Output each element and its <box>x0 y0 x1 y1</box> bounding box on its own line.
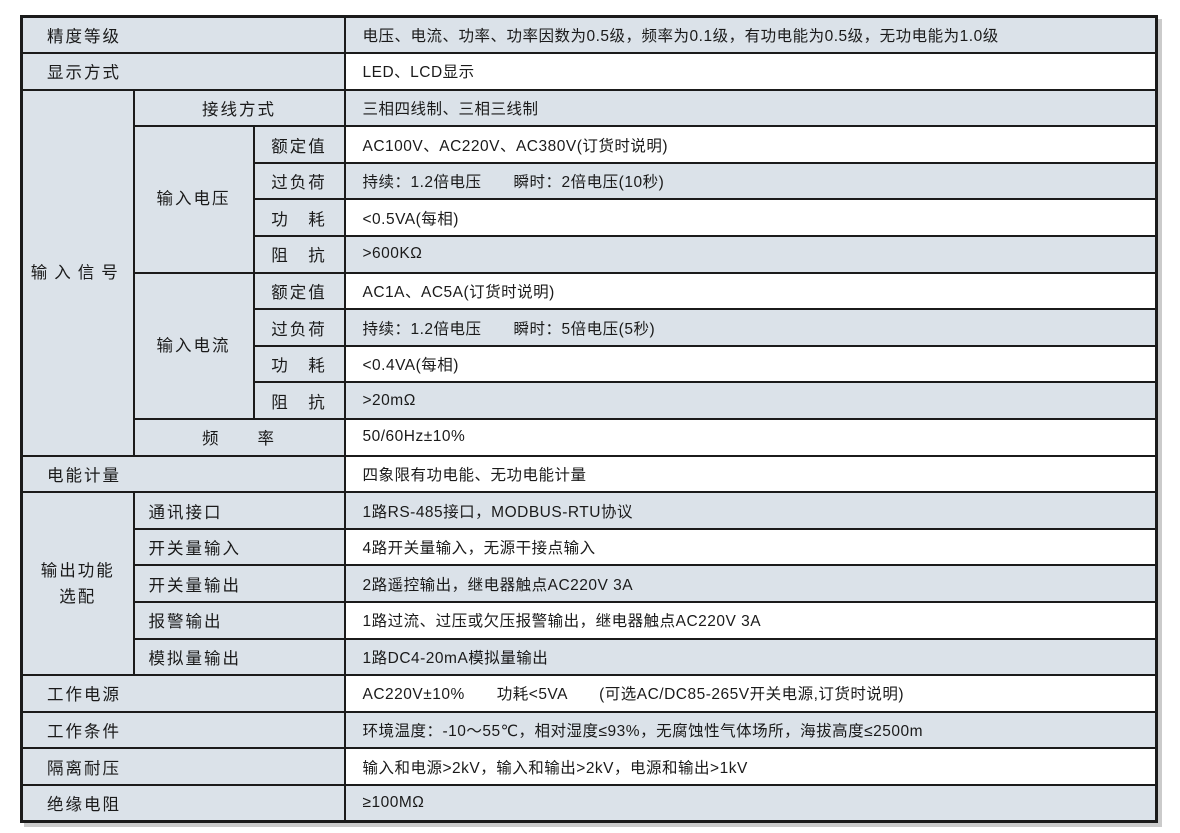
row-value: 持续：1.2倍电压 瞬时：2倍电压(10秒) <box>343 161 1158 201</box>
table-row: 功 耗 <0.4VA(每相) <box>22 344 1158 384</box>
row-label: 通讯接口 <box>132 491 346 530</box>
table-row: 阻 抗 >600KΩ <box>22 235 1158 274</box>
row-value: 三相四线制、三相三线制 <box>343 88 1158 128</box>
row-label: 工作条件 <box>20 710 346 750</box>
row-value: 环境温度：-10～55℃，相对湿度≤93%，无腐蚀性气体场所，海拔高度≤2500… <box>343 710 1158 750</box>
row-value: 50/60Hz±10% <box>343 418 1158 457</box>
row-label: 阻 抗 <box>252 235 346 274</box>
row-value: 1路RS-485接口，MODBUS-RTU协议 <box>343 491 1158 530</box>
row-value: ≥100MΩ <box>343 783 1158 823</box>
row-label: 开关量输入 <box>132 527 346 567</box>
row-label: 功 耗 <box>252 344 346 384</box>
group-label: 输入电压 <box>132 125 255 274</box>
table-row: 工作条件 环境温度：-10～55℃，相对湿度≤93%，无腐蚀性气体场所，海拔高度… <box>20 710 1158 750</box>
group-label: 输出功能 选配 <box>20 491 135 677</box>
row-label: 额定值 <box>252 271 346 311</box>
row-label: 过负荷 <box>252 161 346 201</box>
row-value: >20mΩ <box>343 381 1158 421</box>
row-label: 频 率 <box>132 418 346 457</box>
table-row: 输入电压 额定值 AC100V、AC220V、AC380V(订货时说明) <box>22 125 1158 274</box>
row-value: AC100V、AC220V、AC380V(订货时说明) <box>343 125 1158 164</box>
row-value: <0.4VA(每相) <box>343 344 1158 384</box>
table-row: 模拟量输出 1路DC4-20mA模拟量输出 <box>22 637 1158 677</box>
row-value: LED、LCD显示 <box>343 52 1158 91</box>
table-row: 开关量输入 4路开关量输入，无源干接点输入 <box>22 527 1158 567</box>
table-row: 过负荷 持续：1.2倍电压 瞬时：5倍电压(5秒) <box>22 308 1158 347</box>
table-row: 精度等级 电压、电流、功率、功率因数为0.5级，频率为0.1级，有功电能为0.5… <box>20 15 1158 55</box>
spec-table: 精度等级 电压、电流、功率、功率因数为0.5级，频率为0.1级，有功电能为0.5… <box>20 15 1158 824</box>
group-label: 输入信号 <box>20 88 135 457</box>
row-label: 电能计量 <box>20 454 346 494</box>
row-value: 2路遥控输出，继电器触点AC220V 3A <box>343 564 1158 603</box>
row-label: 显示方式 <box>20 52 346 91</box>
row-value: 1路过流、过压或欠压报警输出，继电器触点AC220V 3A <box>343 601 1158 640</box>
table-row: 隔离耐压 输入和电源>2kV，输入和输出>2kV，电源和输出>1kV <box>20 747 1158 786</box>
table-row: 阻 抗 >20mΩ <box>22 381 1158 421</box>
row-label: 工作电源 <box>20 674 346 713</box>
row-label: 报警输出 <box>132 601 346 640</box>
table-row: 功 耗 <0.5VA(每相) <box>22 198 1158 238</box>
table-row: 报警输出 1路过流、过压或欠压报警输出，继电器触点AC220V 3A <box>22 601 1158 640</box>
row-value: 持续：1.2倍电压 瞬时：5倍电压(5秒) <box>343 308 1158 347</box>
table-row: 显示方式 LED、LCD显示 <box>20 52 1158 91</box>
table-row: 过负荷 持续：1.2倍电压 瞬时：2倍电压(10秒) <box>22 161 1158 201</box>
row-value: <0.5VA(每相) <box>343 198 1158 238</box>
row-value: 输入和电源>2kV，输入和输出>2kV，电源和输出>1kV <box>343 747 1158 786</box>
row-value: 1路DC4-20mA模拟量输出 <box>343 637 1158 677</box>
table-row: 电能计量 四象限有功电能、无功电能计量 <box>20 454 1158 494</box>
row-value: AC1A、AC5A(订货时说明) <box>343 271 1158 311</box>
row-value: 4路开关量输入，无源干接点输入 <box>343 527 1158 567</box>
row-label: 隔离耐压 <box>20 747 346 786</box>
table-row: 工作电源 AC220V±10% 功耗<5VA (可选AC/DC85-265V开关… <box>20 674 1158 713</box>
table-row: 输出功能 选配 通讯接口 1路RS-485接口，MODBUS-RTU协议 <box>20 491 1158 677</box>
row-value: >600KΩ <box>343 235 1158 274</box>
group-label: 输入电流 <box>132 271 255 421</box>
row-label: 精度等级 <box>20 15 346 55</box>
row-label: 模拟量输出 <box>132 637 346 677</box>
row-label: 功 耗 <box>252 198 346 238</box>
table-row: 绝缘电阻 ≥100MΩ <box>20 783 1158 823</box>
row-label: 开关量输出 <box>132 564 346 603</box>
table-row: 频 率 50/60Hz±10% <box>22 418 1158 457</box>
row-label: 过负荷 <box>252 308 346 347</box>
row-value: 四象限有功电能、无功电能计量 <box>343 454 1158 494</box>
row-value: 电压、电流、功率、功率因数为0.5级，频率为0.1级，有功电能为0.5级，无功电… <box>343 15 1158 55</box>
row-value: AC220V±10% 功耗<5VA (可选AC/DC85-265V开关电源,订货… <box>343 674 1158 713</box>
row-label: 绝缘电阻 <box>20 783 346 823</box>
row-label: 接线方式 <box>132 88 346 128</box>
table-row: 输入信号 接线方式 三相四线制、三相三线制 <box>20 88 1158 457</box>
row-label: 阻 抗 <box>252 381 346 421</box>
row-label: 额定值 <box>252 125 346 164</box>
table-row: 开关量输出 2路遥控输出，继电器触点AC220V 3A <box>22 564 1158 603</box>
table-row: 输入电流 额定值 AC1A、AC5A(订货时说明) <box>22 271 1158 421</box>
